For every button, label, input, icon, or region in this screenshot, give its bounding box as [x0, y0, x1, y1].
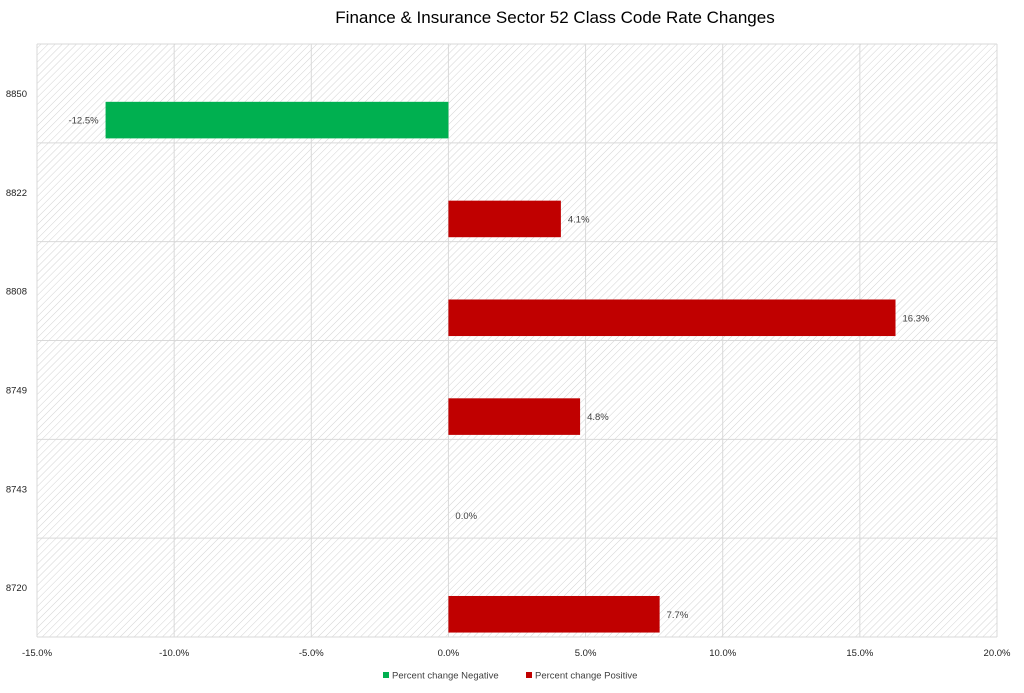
chart-title: Finance & Insurance Sector 52 Class Code… — [335, 8, 774, 27]
x-tick-label: 15.0% — [846, 648, 873, 659]
legend-label: Percent change Positive — [535, 671, 637, 682]
data-label-8850: -12.5% — [68, 116, 99, 127]
legend: Percent change Negative Percent change Po… — [383, 671, 637, 682]
x-tick-label: 5.0% — [575, 648, 597, 659]
y-tick-label: 8749 — [6, 385, 27, 396]
bar-8808 — [448, 299, 896, 337]
data-label-8743: 0.0% — [455, 511, 477, 522]
legend-swatch — [383, 672, 389, 678]
y-tick-label: 8822 — [6, 188, 27, 199]
y-tick-label: 8850 — [6, 89, 27, 100]
x-tick-label: 20.0% — [984, 648, 1011, 659]
data-labels: -12.5% 4.1% 16.3% 4.8% 0.0% 7.7% — [68, 116, 930, 621]
x-tick-label: 0.0% — [438, 648, 460, 659]
x-axis-ticks: -15.0% -10.0% -5.0% 0.0% 5.0% 10.0% 15.0% 20.0% — [22, 648, 1011, 659]
data-label-8720: 7.7% — [667, 610, 689, 621]
y-tick-label: 8743 — [6, 484, 27, 495]
data-label-8808: 16.3% — [903, 313, 930, 324]
y-axis-ticks: 8850 8822 8808 8749 8743 8720 — [6, 89, 27, 594]
bar-8822 — [448, 200, 561, 238]
x-tick-label: -5.0% — [299, 648, 324, 659]
data-label-8822: 4.1% — [568, 214, 590, 225]
bar-8749 — [448, 398, 581, 435]
x-tick-label: -10.0% — [159, 648, 190, 659]
bar-8720 — [448, 595, 660, 633]
bar-8850 — [105, 101, 449, 139]
legend-label: Percent change Negative — [392, 671, 499, 682]
x-tick-label: 10.0% — [709, 648, 736, 659]
y-tick-label: 8808 — [6, 287, 27, 298]
x-tick-label: -15.0% — [22, 648, 53, 659]
bars — [105, 101, 896, 633]
legend-swatch — [526, 672, 532, 678]
gridlines — [36, 43, 998, 638]
y-tick-label: 8720 — [6, 583, 27, 594]
data-label-8749: 4.8% — [587, 412, 609, 423]
